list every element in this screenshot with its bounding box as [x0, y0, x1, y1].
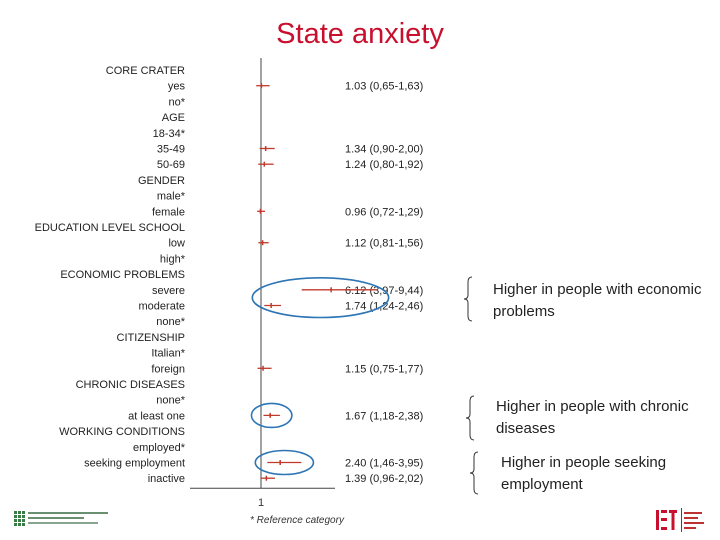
group-header-working-conditions: WORKING CONDITIONS — [59, 426, 185, 438]
annotation-brace-3 — [469, 451, 479, 495]
annotation-seeking-employment: Higher in people seeking employment — [501, 454, 667, 493]
or-value-moderate: 1.74 (1,24-2,46) — [345, 301, 423, 313]
chart-title: State anxiety — [276, 18, 444, 50]
reference-footnote: * Reference category — [250, 515, 344, 526]
institution-logo-left — [14, 511, 108, 526]
row-label-employed-ref: employed* — [133, 442, 186, 454]
row-label-seeking-employment: seeking employment — [84, 458, 185, 470]
row-label-none-ref: none* — [156, 316, 185, 328]
or-value-female: 0.96 (0,72-1,29) — [345, 206, 423, 218]
row-label-yes: yes — [168, 81, 186, 93]
row-label-inactive: inactive — [148, 473, 185, 485]
group-header-economic-problems: ECONOMIC PROBLEMS — [60, 269, 185, 281]
row-label-moderate: moderate — [139, 301, 185, 313]
group-header-core-crater: CORE CRATER — [106, 65, 185, 77]
x-tick-label: 1 — [258, 497, 264, 509]
row-label-50-69: 50-69 — [157, 159, 185, 171]
row-label-high-ref: high* — [160, 253, 186, 265]
or-value-at-least-one: 1.67 (1,18-2,38) — [345, 410, 423, 422]
highlight-circle-2 — [250, 402, 293, 429]
annotation-chronic-diseases: Higher in people with chronic diseases — [496, 398, 689, 437]
or-value-foreign: 1.15 (0,75-1,77) — [345, 363, 423, 375]
annotation-brace-1 — [463, 276, 473, 322]
or-value-35-49: 1.34 (0,90-2,00) — [345, 144, 423, 156]
or-value-50-69: 1.24 (0,80-1,92) — [345, 159, 423, 171]
row-label-foreign: foreign — [151, 363, 185, 375]
istmo-logo — [656, 508, 704, 532]
annotation-brace-2 — [465, 395, 475, 441]
highlight-circle-3 — [254, 449, 315, 476]
row-label-35-49: 35-49 — [157, 144, 185, 156]
or-value-inactive: 1.39 (0,96-2,02) — [345, 473, 423, 485]
group-header-gender: GENDER — [138, 175, 185, 187]
row-label-at-least-one: at least one — [128, 410, 185, 422]
row-label-italian-ref: Italian* — [151, 348, 185, 360]
highlight-circle-1 — [251, 276, 390, 319]
or-value-low: 1.12 (0,81-1,56) — [345, 238, 423, 250]
row-label-severe: severe — [152, 285, 185, 297]
or-value-seeking-employment: 2.40 (1,46-3,95) — [345, 458, 423, 470]
row-label-low: low — [168, 238, 185, 250]
group-header-chronic-diseases: CHRONIC DISEASES — [76, 379, 185, 391]
row-label-female: female — [152, 206, 185, 218]
row-label-no-ref: no* — [168, 96, 185, 108]
group-header-citizenship: CITIZENSHIP — [117, 332, 185, 344]
row-label-18-34-ref: 18-34* — [153, 128, 186, 140]
group-header-age: AGE — [162, 112, 185, 124]
group-header-education-level-school: EDUCATION LEVEL SCHOOL — [35, 222, 185, 234]
row-label-male-ref: male* — [157, 191, 186, 203]
annotation-economic-problems: Higher in people with economic problems — [493, 281, 702, 320]
or-value-yes: 1.03 (0,65-1,63) — [345, 81, 423, 93]
row-label-none-ref: none* — [156, 395, 185, 407]
